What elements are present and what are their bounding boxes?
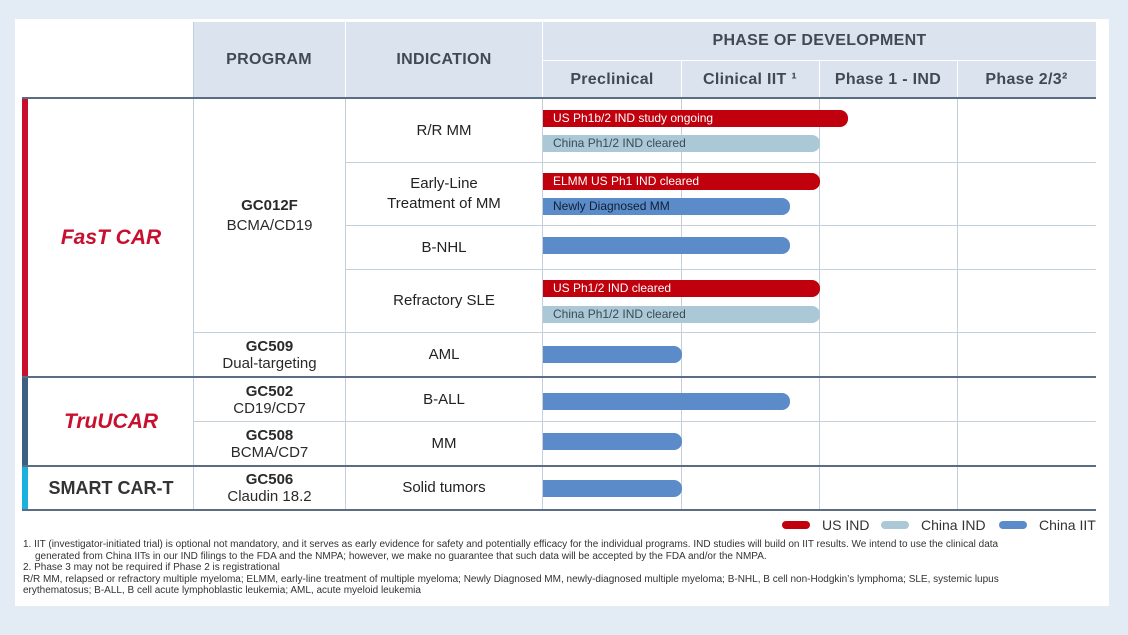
grid-vline: [542, 98, 543, 510]
platform-label-trucar: TruUCAR: [63, 409, 159, 433]
platform-stripe-fastcar: [22, 99, 28, 376]
legend-label: China IIT: [1039, 517, 1096, 533]
grid-vline: [957, 61, 958, 98]
indication-rr-mm: R/R MM: [416, 121, 472, 139]
indication-aml: AML: [428, 345, 460, 363]
indication-refractory-sle: Refractory SLE: [393, 292, 495, 309]
footnote-line: 1. IIT (investigator-initiated trial) is…: [23, 539, 999, 550]
phase-preclinical: Preclinical: [570, 70, 654, 88]
phase-1-ind: Phase 1 - IND: [834, 70, 942, 88]
header-divider: [543, 60, 1096, 61]
phase-2-3: Phase 2/3²: [985, 70, 1068, 88]
grid-hline-top: [22, 97, 1096, 99]
progress-bar-china-iit: [543, 480, 682, 497]
legend-label: US IND: [822, 517, 870, 533]
program-target: BCMA/CD19: [226, 216, 313, 234]
progress-bar-china-iit: [543, 433, 682, 450]
program-code: GC502: [245, 382, 294, 400]
indication-mm: MM: [431, 434, 457, 452]
indication-early-line-mm: Early-Line Treatment of MM: [346, 163, 542, 225]
progress-bar-china-ind: China Ph1/2 IND cleared: [543, 135, 820, 152]
grid-vline: [819, 61, 820, 98]
progress-bar-china-iit: [543, 346, 682, 363]
progress-bar-us-ind: US Ph1b/2 IND study ongoing: [543, 110, 848, 127]
grid-vline: [345, 98, 346, 510]
indication-line: Treatment of MM: [387, 195, 501, 212]
grid-vline: [957, 98, 958, 510]
program-target: Dual-targeting: [222, 354, 317, 372]
legend-label: China IND: [921, 517, 986, 533]
program-code: GC508: [245, 426, 294, 444]
indication-b-all: B-ALL: [423, 390, 465, 408]
grid-hline: [193, 421, 1096, 422]
header-indication: INDICATION: [396, 51, 492, 68]
progress-bar-china-iit: [543, 237, 790, 254]
legend-swatch: [999, 521, 1027, 529]
phase-clinical-iit: Clinical IIT ¹: [703, 70, 797, 88]
progress-bar-china-iit: Newly Diagnosed MM: [543, 198, 790, 215]
legend-us-ind: US IND: [782, 517, 869, 533]
grid-vline: [819, 98, 820, 510]
grid-hline-platform: [22, 376, 1096, 378]
grid-hline-bottom: [22, 509, 1096, 511]
grid-vline: [681, 61, 682, 98]
footnotes: 1. IIT (investigator-initiated trial) is…: [23, 539, 1108, 597]
progress-bar-china-iit: [543, 393, 790, 410]
footnote-line: erythematosus; B-ALL, B cell acute lymph…: [23, 585, 421, 597]
grid-vline: [681, 98, 682, 510]
program-target: CD19/CD7: [233, 399, 306, 417]
program-target: BCMA/CD7: [230, 443, 309, 461]
grid-hline: [345, 225, 1096, 226]
program-target: Claudin 18.2: [227, 488, 312, 505]
header-program-bg: [193, 22, 345, 98]
indication-solid-tumors: Solid tumors: [402, 479, 486, 496]
program-gc506: GC506 Claudin 18.2: [194, 467, 345, 509]
legend-swatch: [881, 521, 909, 529]
legend-china-ind: China IND: [881, 517, 986, 533]
program-gc012f: GC012F BCMA/CD19: [194, 99, 345, 332]
header-indication-bg: [346, 22, 542, 98]
grid-hline-platform: [22, 465, 1096, 467]
legend-china-iit: China IIT: [999, 517, 1096, 533]
indication-b-nhl: B-NHL: [421, 238, 467, 256]
program-code: GC012F: [241, 196, 298, 214]
platform-stripe-trucar: [22, 378, 28, 465]
grid-hline: [345, 162, 1096, 163]
footnote-line: 2. Phase 3 may not be required if Phase …: [23, 562, 280, 574]
header-program: PROGRAM: [226, 51, 312, 68]
legend-swatch: [782, 521, 810, 529]
platform-label-smartcart: SMART CAR-T: [48, 477, 174, 498]
grid-hline: [345, 269, 1096, 270]
grid-vline: [193, 22, 194, 510]
program-gc502: GC502 CD19/CD7: [194, 378, 345, 421]
footnote-line: generated from China IITs in our IND fil…: [35, 550, 767, 562]
progress-bar-us-ind: ELMM US Ph1 IND cleared: [543, 173, 820, 190]
footnote-line: R/R MM, relapsed or refractory multiple …: [23, 573, 999, 585]
progress-bar-us-ind: US Ph1/2 IND cleared: [543, 280, 820, 297]
progress-bar-china-ind: China Ph1/2 IND cleared: [543, 306, 820, 323]
platform-label-fastcar: FasT CAR: [60, 225, 162, 249]
platform-stripe-smartcart: [22, 467, 28, 509]
grid-hline: [193, 332, 1096, 333]
program-code: GC506: [245, 471, 294, 488]
program-code: GC509: [245, 337, 294, 355]
program-gc509: GC509 Dual-targeting: [194, 333, 345, 376]
header-phase-of-development: PHASE OF DEVELOPMENT: [712, 32, 927, 49]
program-gc508: GC508 BCMA/CD7: [194, 422, 345, 465]
indication-line: Early-Line: [410, 175, 478, 192]
